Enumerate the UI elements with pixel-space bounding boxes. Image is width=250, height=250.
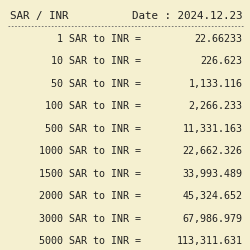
Text: 100 SAR to INR =: 100 SAR to INR = [45, 101, 141, 111]
Text: 33,993.489: 33,993.489 [182, 169, 242, 179]
Text: 2,266.233: 2,266.233 [188, 101, 242, 111]
Text: 1,133.116: 1,133.116 [188, 79, 242, 89]
Text: 50 SAR to INR =: 50 SAR to INR = [51, 79, 141, 89]
Text: 3000 SAR to INR =: 3000 SAR to INR = [39, 214, 141, 224]
Text: 45,324.652: 45,324.652 [182, 191, 242, 201]
Text: 226.623: 226.623 [200, 56, 242, 66]
Text: 10 SAR to INR =: 10 SAR to INR = [51, 56, 141, 66]
Text: 11,331.163: 11,331.163 [182, 124, 242, 134]
Text: 5000 SAR to INR =: 5000 SAR to INR = [39, 236, 141, 246]
Text: 500 SAR to INR =: 500 SAR to INR = [45, 124, 141, 134]
Text: 22,662.326: 22,662.326 [182, 146, 242, 156]
Text: 22.66233: 22.66233 [194, 34, 242, 44]
Text: 67,986.979: 67,986.979 [182, 214, 242, 224]
Text: 2000 SAR to INR =: 2000 SAR to INR = [39, 191, 141, 201]
Text: SAR / INR: SAR / INR [10, 11, 68, 21]
Text: 113,311.631: 113,311.631 [176, 236, 242, 246]
Text: Date : 2024.12.23: Date : 2024.12.23 [132, 11, 242, 21]
Text: 1000 SAR to INR =: 1000 SAR to INR = [39, 146, 141, 156]
Text: 1 SAR to INR =: 1 SAR to INR = [57, 34, 141, 44]
Text: 1500 SAR to INR =: 1500 SAR to INR = [39, 169, 141, 179]
